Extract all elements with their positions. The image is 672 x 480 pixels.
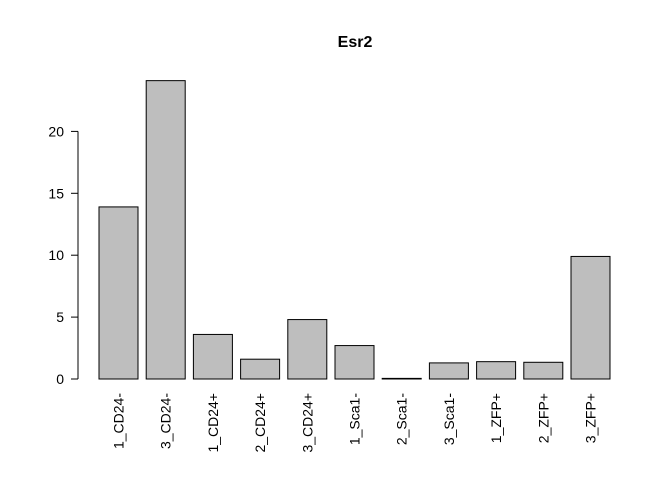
y-tick-label: 10 xyxy=(48,247,64,263)
x-tick-label: 3_Sca1- xyxy=(441,393,457,445)
x-tick-label: 2_Sca1- xyxy=(394,393,410,445)
y-tick-label: 0 xyxy=(56,371,64,387)
x-tick-label: 3_CD24- xyxy=(158,393,174,449)
bar-3_Sca1- xyxy=(428,362,469,380)
y-tick-label: 20 xyxy=(48,123,64,139)
x-tick-label: 1_ZFP+ xyxy=(488,393,504,443)
bar-1_CD24- xyxy=(98,206,139,380)
x-tick-label: 3_CD24+ xyxy=(299,393,315,453)
bar-2_ZFP+ xyxy=(523,361,564,380)
bar-3_CD24- xyxy=(145,80,186,380)
bar-3_CD24+ xyxy=(287,319,328,380)
x-tick-label: 2_CD24+ xyxy=(252,393,268,453)
x-axis-labels: 1_CD24- 3_CD24- 1_CD24+ 2_CD24+ 3_CD24+ 1_Sca… xyxy=(111,393,599,453)
x-tick-label: 2_ZFP+ xyxy=(535,393,551,443)
y-tick-label: 15 xyxy=(48,185,64,201)
x-tick-label: 1_CD24- xyxy=(111,393,127,449)
x-tick-label: 1_Sca1- xyxy=(347,393,363,445)
chart-title: Esr2 xyxy=(338,34,373,51)
bar-1_ZFP+ xyxy=(476,361,517,380)
bar-1_Sca1- xyxy=(334,345,375,380)
x-tick-label: 3_ZFP+ xyxy=(583,393,599,443)
y-axis: 0 5 10 15 20 xyxy=(48,123,79,387)
x-tick-label: 1_CD24+ xyxy=(205,393,221,453)
y-tick-label: 5 xyxy=(56,309,64,325)
bar-2_CD24+ xyxy=(240,358,281,380)
bar-2_Sca1- xyxy=(381,377,422,380)
bar-3_ZFP+ xyxy=(570,255,611,380)
bar-1_CD24+ xyxy=(192,333,233,380)
bars xyxy=(98,80,611,380)
